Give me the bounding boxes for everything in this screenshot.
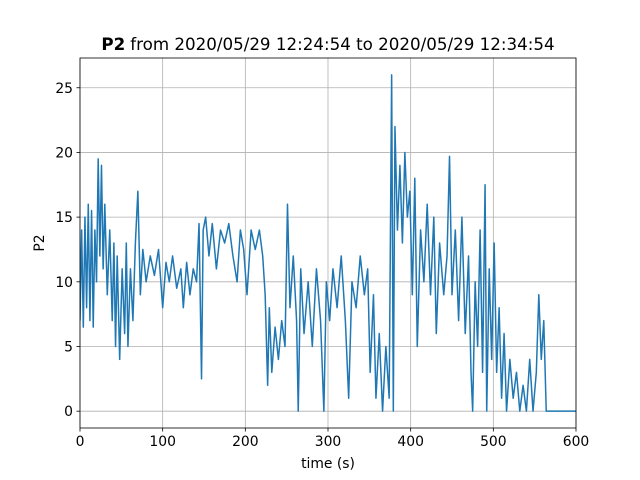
x-tick-label: 400 xyxy=(397,434,424,450)
x-tick-label: 100 xyxy=(149,434,176,450)
axes-frame xyxy=(79,57,577,429)
y-tick-label: 0 xyxy=(64,404,73,420)
x-axis-label: time (s) xyxy=(301,456,355,472)
x-tick-label: 300 xyxy=(315,434,342,450)
x-tick-label: 0 xyxy=(76,434,85,450)
line xyxy=(80,74,576,412)
title-rest: from 2020/05/29 12:24:54 to 2020/05/29 1… xyxy=(130,34,554,54)
x-tick-label: 200 xyxy=(232,434,259,450)
y-axis-label: P2 xyxy=(32,234,48,251)
y-tick-label: 10 xyxy=(55,275,73,291)
x-tick-label: 600 xyxy=(563,434,590,450)
y-tick-label: 25 xyxy=(55,81,73,97)
plot-area: 0 100 200 300 400 500 600 0 5 10 15 20 25 xyxy=(55,57,590,450)
y-tick-label: 5 xyxy=(64,339,73,355)
x-tick-label: 500 xyxy=(480,434,507,450)
chart-title: P2 from 2020/05/29 12:24:54 to 2020/05/29… xyxy=(101,34,554,54)
y-tick-label: 20 xyxy=(55,145,73,161)
title-bold: P2 xyxy=(101,34,125,54)
y-tick-label: 15 xyxy=(55,210,73,226)
